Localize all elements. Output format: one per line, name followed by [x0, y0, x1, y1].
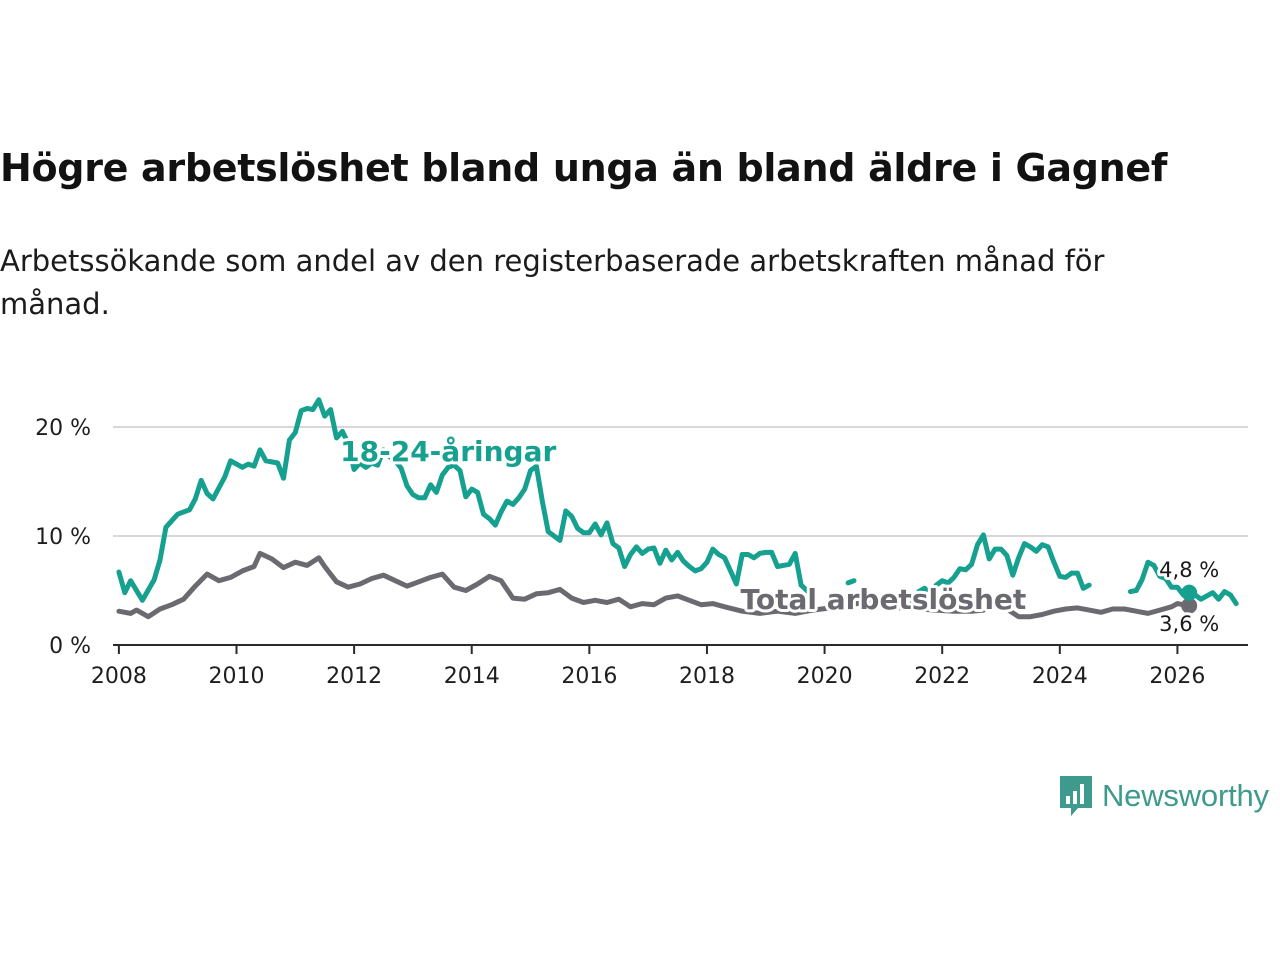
x-tick-label: 2010	[208, 664, 264, 689]
series-line-youth	[116, 397, 804, 603]
x-tick-label: 2018	[679, 664, 735, 689]
series-label-total-halo: Total arbetslöshet	[740, 583, 1026, 616]
end-label-youth-halo: 4,8 %	[1159, 558, 1219, 582]
y-tick-label: 10 %	[35, 525, 91, 550]
x-tick-label: 2020	[797, 664, 853, 689]
newsworthy-icon	[1060, 776, 1092, 816]
y-axis-ticks: 0 % 10 % 20 %	[35, 416, 91, 659]
series-line-youth	[798, 582, 816, 599]
chart-title: Högre arbetslöshet bland unga än bland ä…	[0, 146, 1168, 190]
newsworthy-wordmark: Newsworthy	[1102, 778, 1269, 813]
x-tick-label: 2014	[444, 664, 500, 689]
x-tick-label: 2022	[914, 664, 970, 689]
x-tick-label: 2012	[326, 664, 382, 689]
series-line-total	[116, 550, 1192, 620]
x-tick-label: 2024	[1032, 664, 1088, 689]
end-label-youth: 4,8 %	[1159, 558, 1219, 582]
x-tick-label: 2016	[561, 664, 617, 689]
y-tick-label: 0 %	[49, 634, 91, 659]
series-line-youth	[892, 532, 1092, 612]
line-chart: 0 % 10 % 20 % 2008 2010 2012 2014 2016 2018 2020…	[35, 397, 1248, 689]
newsworthy-logo: Newsworthy	[1058, 774, 1269, 818]
end-point-youth	[1181, 584, 1198, 601]
series-label-youth-halo: 18-24-åringar	[340, 435, 556, 468]
end-point-total	[1181, 597, 1198, 614]
series-lines	[116, 397, 1239, 620]
end-label-total-halo: 3,6 %	[1159, 612, 1219, 636]
series-label-youth: 18-24-åringar	[340, 435, 556, 468]
series-line-youth	[845, 578, 857, 586]
y-tick-label: 20 %	[35, 416, 91, 441]
end-label-total: 3,6 %	[1159, 612, 1219, 636]
x-axis: 2008 2010 2012 2014 2016 2018 2020 2022 2024 2026	[91, 644, 1248, 689]
x-tick-label: 2008	[91, 664, 147, 689]
x-tick-label: 2026	[1149, 664, 1205, 689]
series-label-total: Total arbetslöshet	[740, 583, 1026, 616]
chart-subtitle: Arbetssökande som andel av den registerb…	[0, 244, 1105, 321]
gridlines	[113, 426, 1248, 537]
